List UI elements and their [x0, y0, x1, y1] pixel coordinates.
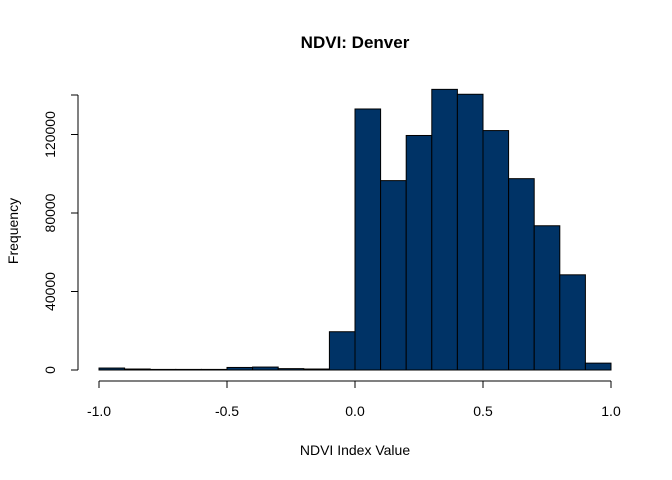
x-tick-label: 0.5 — [473, 403, 493, 419]
x-tick-label: -0.5 — [215, 403, 239, 419]
y-tick-label: 80000 — [42, 193, 58, 232]
histogram-bar — [533, 225, 561, 371]
histogram-bar — [508, 178, 535, 371]
histogram-bar — [303, 368, 330, 371]
histogram-bar — [456, 93, 484, 371]
y-tick-label: 120000 — [42, 111, 58, 158]
y-tick-label: 0 — [42, 366, 58, 374]
histogram-bar — [380, 180, 407, 371]
chart-title: NDVI: Denver — [301, 33, 410, 52]
x-axis-label: NDVI Index Value — [300, 442, 410, 458]
histogram-bar — [277, 368, 305, 371]
histogram-bar — [482, 130, 510, 371]
histogram-bar — [124, 368, 151, 371]
histogram-bar — [252, 366, 279, 371]
x-tick-label: -1.0 — [87, 403, 111, 419]
histogram-bar — [149, 368, 177, 371]
histogram-bar — [200, 368, 228, 371]
histogram-bar — [175, 368, 202, 371]
y-axis: 0 40000 80000 120000 — [42, 94, 79, 374]
histogram-bar — [226, 366, 254, 371]
x-axis: -1.0 -0.5 0.0 0.5 1.0 — [87, 380, 621, 419]
histogram-bar — [405, 134, 433, 371]
y-tick-label: 40000 — [42, 272, 58, 311]
bars-group — [98, 88, 612, 371]
x-tick-label: 1.0 — [601, 403, 621, 419]
histogram-bar — [98, 367, 126, 371]
histogram-bar — [354, 108, 382, 371]
x-tick-label: 0.0 — [345, 403, 365, 419]
histogram-bar — [584, 362, 612, 371]
histogram-bar — [328, 331, 356, 371]
histogram-bar — [431, 88, 458, 371]
histogram-bar — [559, 274, 586, 371]
y-axis-label: Frequency — [5, 198, 21, 264]
